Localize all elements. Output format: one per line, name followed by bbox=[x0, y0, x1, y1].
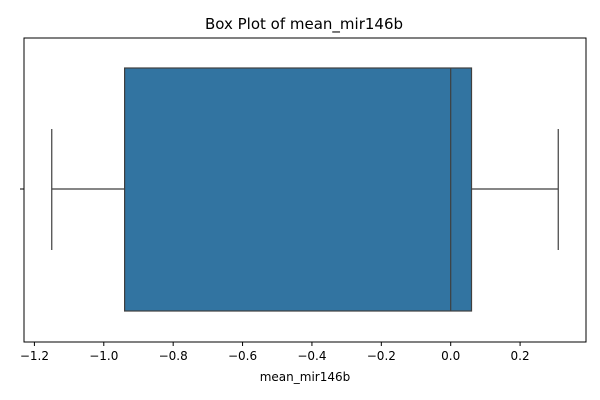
x-tick-label: −1.2 bbox=[20, 349, 49, 363]
x-axis-label: mean_mir146b bbox=[260, 370, 351, 384]
x-tick-label: 0.2 bbox=[511, 349, 530, 363]
x-tick-label: −0.6 bbox=[228, 349, 257, 363]
x-axis-ticks: −1.2 −1.0 −0.8 −0.6 −0.4 −0.2 0.0 0.2 bbox=[20, 342, 530, 363]
x-tick-label: −0.4 bbox=[297, 349, 326, 363]
x-tick-label: −1.0 bbox=[89, 349, 118, 363]
box-group bbox=[51, 67, 559, 312]
x-tick-label: −0.2 bbox=[367, 349, 396, 363]
x-tick-label: −0.8 bbox=[159, 349, 188, 363]
iqr-box bbox=[124, 67, 473, 312]
x-tick-label: 0.0 bbox=[441, 349, 460, 363]
chart-title: Box Plot of mean_mir146b bbox=[205, 15, 403, 34]
axes-frame bbox=[23, 37, 587, 343]
